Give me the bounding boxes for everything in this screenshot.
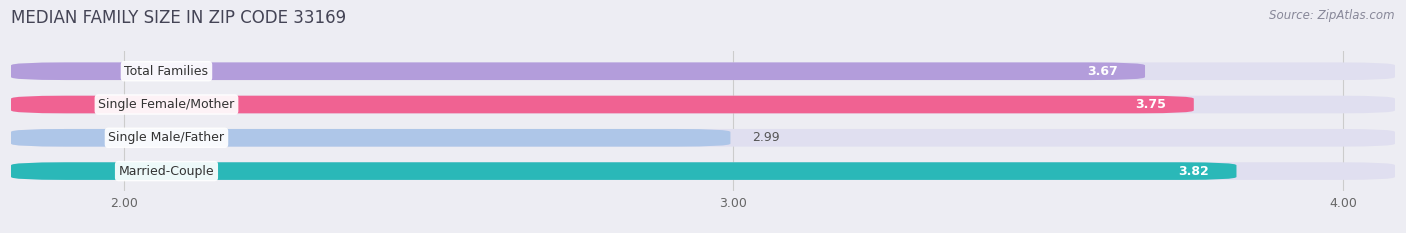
Text: 2.99: 2.99 [752, 131, 779, 144]
Text: Source: ZipAtlas.com: Source: ZipAtlas.com [1270, 9, 1395, 22]
FancyBboxPatch shape [11, 162, 1236, 180]
Text: Married-Couple: Married-Couple [118, 164, 214, 178]
FancyBboxPatch shape [11, 162, 1395, 180]
FancyBboxPatch shape [11, 129, 1395, 147]
FancyBboxPatch shape [11, 129, 731, 147]
Text: Single Male/Father: Single Male/Father [108, 131, 225, 144]
Text: MEDIAN FAMILY SIZE IN ZIP CODE 33169: MEDIAN FAMILY SIZE IN ZIP CODE 33169 [11, 9, 346, 27]
Text: 3.67: 3.67 [1087, 65, 1118, 78]
Text: 3.82: 3.82 [1178, 164, 1209, 178]
FancyBboxPatch shape [11, 96, 1395, 113]
FancyBboxPatch shape [11, 62, 1395, 80]
FancyBboxPatch shape [11, 62, 1144, 80]
FancyBboxPatch shape [11, 96, 1194, 113]
Text: Single Female/Mother: Single Female/Mother [98, 98, 235, 111]
Text: Total Families: Total Families [125, 65, 208, 78]
Text: 3.75: 3.75 [1136, 98, 1167, 111]
